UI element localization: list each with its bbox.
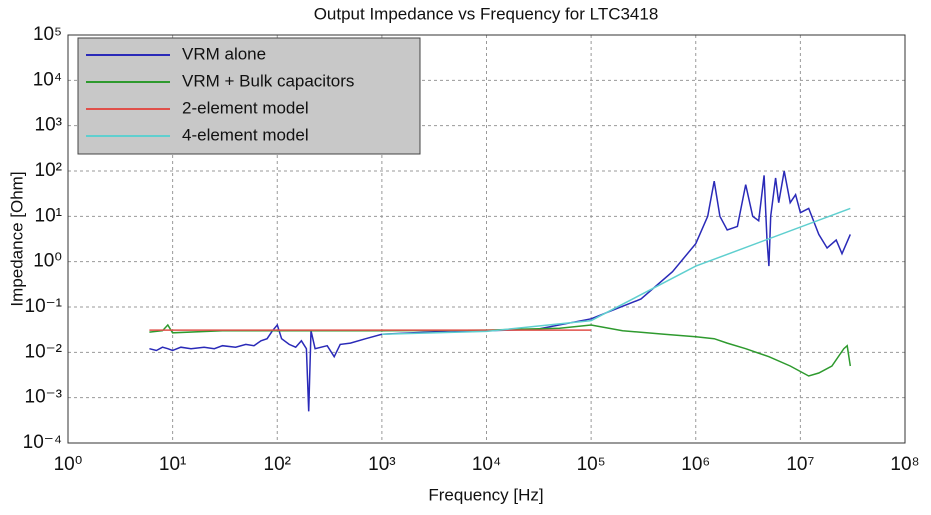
data-line <box>149 323 852 377</box>
y-tick-label: 10⁴ <box>33 69 62 90</box>
chart-title: Output Impedance vs Frequency for LTC341… <box>314 4 659 23</box>
plot-frame <box>67 34 906 444</box>
y-tick-label: 10² <box>35 160 62 181</box>
x-tick-label: 10⁵ <box>577 454 606 475</box>
y-tick-label: 10¹ <box>35 205 62 226</box>
legend-label: VRM alone <box>182 44 266 63</box>
y-tick-label: 10⁰ <box>33 251 62 272</box>
x-tick-label: 10² <box>264 454 291 475</box>
legend-label: VRM + Bulk capacitors <box>182 71 354 90</box>
y-tick-label: 10⁻⁴ <box>23 432 62 453</box>
x-tick-label: 10⁷ <box>786 454 814 475</box>
legend-label: 4-element model <box>182 125 309 144</box>
y-axis-label: Impedance [Ohm] <box>7 171 26 306</box>
y-tick-label: 10⁻² <box>25 341 63 362</box>
y-tick-label: 10⁻¹ <box>25 296 63 317</box>
legend-box <box>77 37 421 155</box>
x-axis-label: Frequency [Hz] <box>428 485 543 504</box>
x-tick-label: 10³ <box>368 454 395 475</box>
x-tick-label: 10⁰ <box>54 454 83 475</box>
x-tick-label: 10⁸ <box>890 454 919 475</box>
x-tick-label: 10⁶ <box>681 454 710 475</box>
y-tick-label: 10⁻³ <box>25 387 63 408</box>
legend-label: 2-element model <box>182 98 309 117</box>
x-tick-label: 10⁴ <box>472 454 501 475</box>
x-tick-label: 10¹ <box>159 454 186 475</box>
y-tick-label: 10⁵ <box>33 24 62 45</box>
data-line <box>381 207 851 336</box>
y-tick-label: 10³ <box>35 115 62 136</box>
